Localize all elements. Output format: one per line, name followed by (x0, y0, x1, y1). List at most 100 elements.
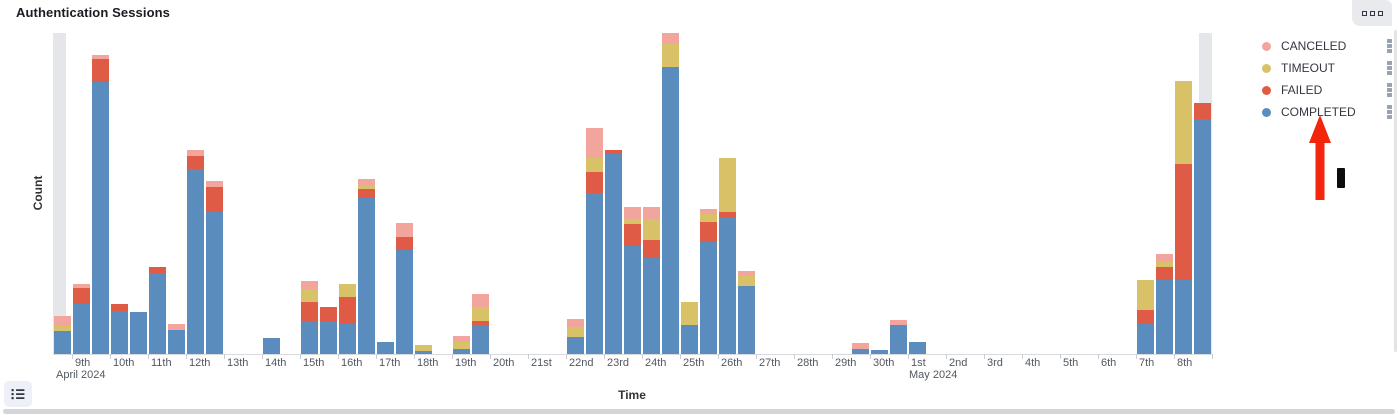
bar-stack[interactable] (738, 271, 755, 354)
x-month-label: April 2024 (56, 369, 106, 381)
x-tick-label: 20th (493, 357, 515, 369)
bar-stack[interactable] (130, 312, 147, 354)
bar-segment-timeout (662, 44, 679, 67)
bar-segment-failed (206, 187, 223, 212)
bar-segment-completed (187, 169, 204, 354)
bar-segment-completed (73, 304, 90, 354)
legend-item-failed[interactable]: FAILED (1262, 79, 1394, 101)
bar-segment-completed (1137, 324, 1154, 354)
bar-stack[interactable] (149, 267, 166, 354)
vertical-scrollbar[interactable] (1394, 30, 1397, 352)
legend-item-completed[interactable]: COMPLETED (1262, 101, 1394, 123)
bar-stack[interactable] (700, 209, 717, 354)
bar-segment-failed (1156, 267, 1173, 280)
bar-stack[interactable] (453, 336, 470, 354)
bar-segment-completed (111, 311, 128, 354)
bar-stack[interactable] (871, 350, 888, 354)
bar-stack[interactable] (719, 158, 736, 354)
bar-segment-canceled (567, 319, 584, 327)
bar-stack[interactable] (320, 307, 337, 354)
legend-item-canceled[interactable]: CANCELED (1262, 35, 1394, 57)
annotation-marker (1337, 168, 1345, 188)
x-tick (946, 354, 947, 359)
bar-stack[interactable] (358, 179, 375, 354)
bar-stack[interactable] (301, 281, 318, 354)
x-tick (832, 354, 833, 359)
bar-segment-failed (719, 212, 736, 217)
bar-segment-completed (320, 321, 337, 354)
bar-segment-failed (1194, 103, 1211, 119)
x-tick (1060, 354, 1061, 359)
bar-segment-completed (54, 331, 71, 354)
bar-stack[interactable] (111, 304, 128, 354)
bar-segment-completed (1156, 280, 1173, 354)
x-tick-label: 10th (113, 357, 135, 369)
x-month-label: May 2024 (909, 369, 958, 381)
bar-segment-timeout (339, 284, 356, 297)
bar-stack[interactable] (263, 338, 280, 354)
plot-area[interactable] (53, 33, 1212, 354)
bar-stack[interactable] (624, 207, 641, 354)
bar-segment-failed (92, 59, 109, 82)
legend: CANCELED TIMEOUT FAILED COMPLETED (1262, 35, 1394, 123)
bar-segment-canceled (852, 343, 869, 349)
bar-stack[interactable] (54, 316, 71, 354)
bar-stack[interactable] (73, 284, 90, 354)
bar-segment-failed (624, 224, 641, 246)
x-tick (1022, 354, 1023, 359)
panel-options-button[interactable] (1352, 0, 1392, 26)
bar-stack[interactable] (567, 319, 584, 354)
bar-stack[interactable] (890, 320, 907, 354)
boxes-vertical-icon[interactable] (1385, 59, 1394, 77)
bar-segment-canceled (643, 207, 660, 219)
bar-stack[interactable] (92, 55, 109, 354)
bar-segment-canceled (738, 271, 755, 276)
boxes-vertical-icon[interactable] (1385, 37, 1394, 55)
x-tick (262, 354, 263, 359)
bar-stack[interactable] (605, 150, 622, 354)
bar-segment-completed (624, 246, 641, 354)
bar-segment-completed (453, 349, 470, 354)
bar-segment-completed (1175, 280, 1192, 354)
legend-item-timeout[interactable]: TIMEOUT (1262, 57, 1394, 79)
bar-stack[interactable] (206, 181, 223, 354)
bar-segment-completed (149, 273, 166, 354)
boxes-vertical-icon[interactable] (1385, 81, 1394, 99)
bar-stack[interactable] (852, 343, 869, 354)
bar-stack[interactable] (415, 345, 432, 354)
bar-segment-failed (73, 288, 90, 304)
bar-segment-completed (472, 325, 489, 354)
bar-stack[interactable] (909, 342, 926, 354)
bar-stack[interactable] (662, 33, 679, 354)
boxes-vertical-icon[interactable] (1385, 103, 1394, 121)
bar-stack[interactable] (168, 324, 185, 354)
bar-segment-failed (643, 240, 660, 258)
bar-segment-completed (358, 198, 375, 354)
bar-stack[interactable] (472, 294, 489, 354)
bar-stack[interactable] (1137, 280, 1154, 354)
bar-stack[interactable] (1194, 103, 1211, 354)
bar-stack[interactable] (187, 150, 204, 354)
bar-stack[interactable] (339, 284, 356, 354)
bar-segment-failed (605, 150, 622, 154)
x-tick-label: 1st (911, 357, 926, 369)
x-axis-title: Time (618, 388, 646, 402)
bar-stack[interactable] (681, 302, 698, 354)
bar-segment-timeout (1175, 81, 1192, 164)
bar-stack[interactable] (643, 207, 660, 354)
bar-segment-canceled (472, 294, 489, 307)
bar-stack[interactable] (1175, 81, 1192, 354)
bar-segment-failed (700, 222, 717, 242)
bar-stack[interactable] (586, 128, 603, 354)
x-tick (1136, 354, 1137, 359)
bar-stack[interactable] (1156, 254, 1173, 354)
bar-segment-canceled (54, 316, 71, 326)
horizontal-scrollbar[interactable] (3, 409, 1395, 414)
bar-stack[interactable] (377, 342, 394, 354)
x-tick-label: 3rd (987, 357, 1003, 369)
bar-segment-timeout (681, 302, 698, 325)
bar-segment-timeout (643, 219, 660, 240)
legend-toggle-button[interactable] (4, 381, 32, 407)
bar-stack[interactable] (396, 223, 413, 354)
